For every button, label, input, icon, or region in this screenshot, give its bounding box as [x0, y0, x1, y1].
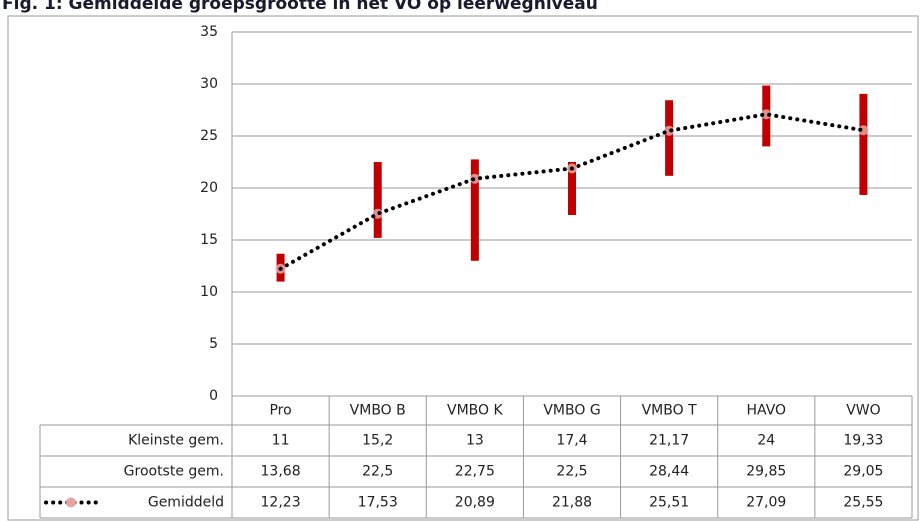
x-tick-label: VMBO B — [350, 403, 406, 419]
y-tick-label: 25 — [200, 128, 218, 144]
range-bar — [373, 162, 382, 238]
table-cell: 19,33 — [843, 433, 883, 449]
y-tick-label: 30 — [200, 76, 218, 92]
x-tick-label: VWO — [846, 403, 880, 419]
table-cell: 21,88 — [552, 495, 592, 511]
table-cell: 13 — [466, 433, 484, 449]
table-cell: 25,55 — [843, 495, 883, 511]
table-cell: 28,44 — [649, 464, 689, 480]
table-cell: 29,05 — [843, 464, 883, 480]
table-cell: 22,5 — [556, 464, 587, 480]
x-tick-label: Pro — [269, 403, 291, 419]
row-label: Kleinste gem. — [128, 433, 224, 449]
table-cell: 25,51 — [649, 495, 689, 511]
table-cell: 24 — [757, 433, 775, 449]
range-bar — [859, 93, 868, 195]
x-tick-label: HAVO — [747, 403, 787, 419]
table-cell: 17,53 — [358, 495, 398, 511]
range-bar — [470, 159, 479, 261]
table-cell: 21,17 — [649, 433, 689, 449]
table-cell: 13,68 — [261, 464, 301, 480]
y-tick-label: 20 — [200, 180, 218, 196]
table-cell: 20,89 — [455, 495, 495, 511]
x-tick-label: VMBO T — [642, 403, 697, 419]
y-tick-label: 35 — [200, 24, 218, 40]
avg-marker — [664, 125, 675, 136]
table-cell: 22,75 — [455, 464, 495, 480]
y-tick-label: 0 — [209, 388, 218, 404]
chart-title: Fig. 1: Gemiddelde groepsgrootte in het … — [2, 0, 598, 14]
y-tick-label: 5 — [209, 336, 218, 352]
legend-marker — [66, 497, 76, 508]
row-label: Grootste gem. — [124, 464, 224, 480]
table-cell: 29,85 — [746, 464, 786, 480]
table-cell: 15,2 — [362, 433, 393, 449]
row-label: Gemiddeld — [148, 495, 224, 511]
range-bar — [665, 100, 674, 176]
avg-marker — [761, 109, 772, 120]
table-cell: 27,09 — [746, 495, 786, 511]
table-cell: 12,23 — [261, 495, 301, 511]
x-tick-label: VMBO K — [447, 403, 503, 419]
table-cell: 17,4 — [556, 433, 587, 449]
x-tick-label: VMBO G — [543, 403, 600, 419]
table-cell: 11 — [272, 433, 290, 449]
range-bar — [568, 162, 576, 216]
y-tick-label: 15 — [200, 232, 218, 248]
avg-line — [278, 112, 866, 271]
y-tick-label: 10 — [200, 284, 218, 300]
avg-marker — [858, 125, 869, 136]
table-cell: 22,5 — [362, 464, 393, 480]
